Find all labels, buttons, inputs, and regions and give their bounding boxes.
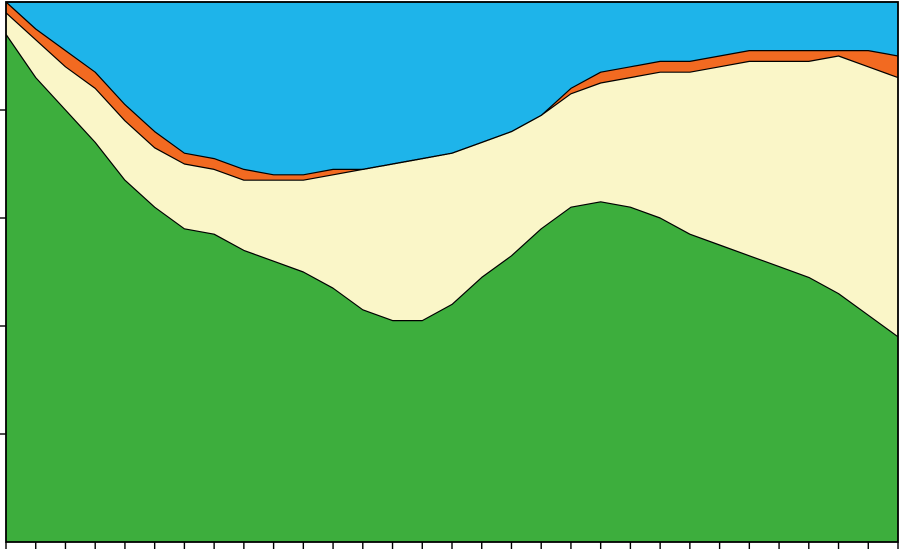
stacked-area-chart (0, 0, 900, 553)
